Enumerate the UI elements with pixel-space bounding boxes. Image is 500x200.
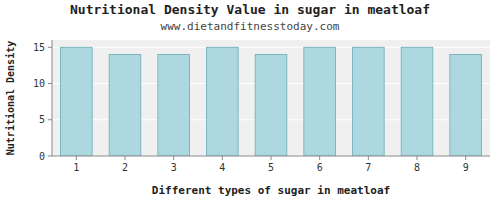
y-tick-label: 15 — [33, 42, 45, 53]
y-tick-label: 5 — [39, 114, 45, 125]
bar — [401, 47, 433, 156]
bar — [353, 47, 385, 156]
x-tick — [417, 156, 418, 160]
chart: Nutritional Density Value in sugar in me… — [0, 0, 500, 200]
x-tick — [76, 156, 77, 160]
bar — [61, 47, 93, 156]
x-tick-label: 6 — [317, 162, 323, 173]
subtitle: www.dietandfitnesstoday.com — [161, 20, 340, 33]
x-tick-label: 2 — [122, 162, 128, 173]
x-tick — [271, 156, 272, 160]
bar — [450, 55, 482, 157]
plot-background — [52, 40, 490, 156]
y-axis-label: Nutritional Density — [5, 41, 16, 155]
x-tick — [222, 156, 223, 160]
bar — [207, 47, 239, 156]
bars — [61, 47, 482, 156]
x-tick — [465, 156, 466, 160]
bar — [109, 55, 141, 157]
y-tick — [48, 156, 52, 157]
title: Nutritional Density Value in sugar in me… — [70, 2, 430, 17]
x-tick — [173, 156, 174, 160]
x-tick — [125, 156, 126, 160]
y-axis-line — [52, 40, 53, 156]
x-tick-label: 8 — [414, 162, 420, 173]
y-tick — [48, 83, 52, 84]
x-tick-label: 1 — [73, 162, 79, 173]
x-tick-label: 9 — [463, 162, 469, 173]
x-tick — [319, 156, 320, 160]
y-tick — [48, 47, 52, 48]
y-tick-label: 10 — [33, 78, 45, 89]
x-tick-label: 4 — [219, 162, 225, 173]
bar — [158, 55, 190, 157]
x-axis-line — [52, 156, 490, 157]
grid-line — [52, 156, 490, 157]
x-tick-label: 3 — [171, 162, 177, 173]
bar — [255, 55, 287, 157]
x-tick-label: 7 — [365, 162, 371, 173]
x-tick-label: 5 — [268, 162, 274, 173]
bar — [304, 47, 336, 156]
y-tick-label: 0 — [39, 151, 45, 162]
x-axis-label: Different types of sugar in meatloaf — [152, 184, 390, 197]
y-tick — [48, 119, 52, 120]
x-tick — [368, 156, 369, 160]
